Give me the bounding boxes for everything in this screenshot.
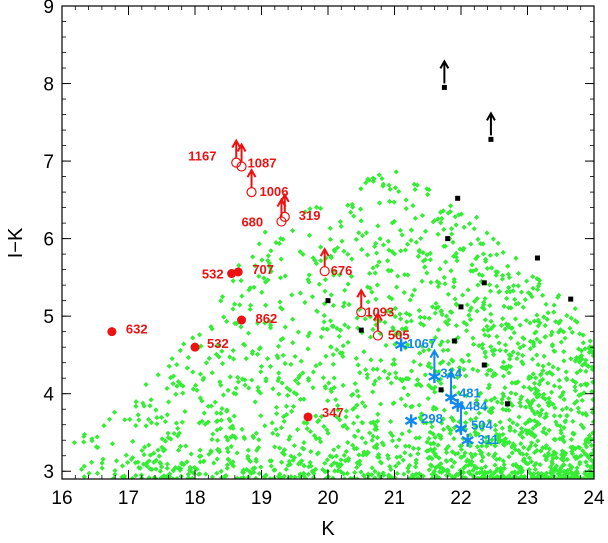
red-point-label: 862 bbox=[256, 311, 278, 326]
red-filled-point bbox=[233, 267, 243, 277]
black-square-point bbox=[358, 327, 364, 333]
x-tick-label: 24 bbox=[583, 488, 605, 509]
blue-star-point bbox=[454, 422, 468, 436]
black-square-point bbox=[458, 304, 464, 310]
limit-arrow-head bbox=[246, 168, 257, 178]
black-square-point bbox=[481, 362, 487, 368]
red-point-label: 1087 bbox=[248, 156, 277, 171]
red-upper-limit bbox=[231, 138, 242, 159]
y-tick-label: 9 bbox=[43, 0, 54, 18]
red-point-label: 676 bbox=[331, 263, 353, 278]
x-tick-label: 20 bbox=[317, 488, 338, 509]
y-axis-title: I−K bbox=[5, 227, 27, 258]
limit-arrow-head bbox=[231, 138, 242, 149]
red-open-point bbox=[279, 211, 290, 223]
black-upper-limit bbox=[486, 111, 496, 136]
red-point-label: 1167 bbox=[188, 149, 216, 164]
blue-point-label: 481 bbox=[459, 386, 481, 401]
red-open-point bbox=[372, 330, 383, 341]
black-square-point bbox=[481, 280, 487, 286]
black-square-point bbox=[488, 136, 494, 142]
blue-star-point bbox=[444, 391, 458, 405]
limit-arrow-head bbox=[439, 59, 450, 69]
red-upper-limit bbox=[236, 142, 247, 163]
blue-point-label: 504 bbox=[471, 418, 493, 433]
blue-star-point bbox=[394, 338, 408, 352]
limit-arrow-head bbox=[319, 247, 330, 257]
red-point-label: 319 bbox=[299, 208, 321, 223]
blue-star-point bbox=[404, 414, 418, 428]
axes: 16 17 18 19 20 21 22 23 24 3 4 5 6 7 8 9 bbox=[43, 0, 605, 509]
background-field-points bbox=[71, 169, 594, 479]
red-filled-point bbox=[303, 412, 313, 422]
red-upper-limit bbox=[279, 192, 290, 213]
blue-star-point bbox=[428, 370, 441, 384]
red-point-label: 1006 bbox=[260, 184, 289, 199]
black-square-point bbox=[445, 236, 451, 242]
y-tick-label: 8 bbox=[43, 75, 54, 96]
x-tick-label: 19 bbox=[251, 488, 272, 509]
red-point-label: 707 bbox=[252, 262, 274, 277]
field-point bbox=[71, 169, 594, 479]
blue-point-label: 1067 bbox=[407, 336, 436, 351]
black-square-point bbox=[451, 338, 457, 344]
red-point-label: 532 bbox=[202, 267, 224, 282]
limit-arrow-head bbox=[279, 192, 290, 203]
y-tick-label: 5 bbox=[43, 307, 54, 328]
x-tick-label: 23 bbox=[517, 488, 538, 509]
x-tick-label: 18 bbox=[184, 488, 205, 509]
black-square-point bbox=[534, 255, 540, 261]
blue-star-point bbox=[461, 433, 474, 447]
blue-point-label: 484 bbox=[466, 398, 488, 413]
red-upper-limit bbox=[373, 311, 383, 332]
blue-point-label: 314 bbox=[440, 366, 462, 381]
x-axis-title: K bbox=[321, 518, 335, 540]
red-open-point bbox=[246, 186, 257, 198]
black-square-point bbox=[441, 84, 447, 90]
black-square-point bbox=[325, 298, 331, 304]
y-tick-label: 4 bbox=[43, 385, 54, 406]
blue-upper-limit bbox=[429, 348, 440, 373]
red-filled-point bbox=[237, 315, 247, 325]
x-tick-label: 22 bbox=[450, 488, 471, 509]
red-point-label: 1093 bbox=[365, 304, 394, 319]
x-tick-label: 17 bbox=[118, 488, 139, 509]
red-upper-limit bbox=[246, 168, 257, 189]
blue-upper-limit bbox=[446, 369, 456, 394]
red-filled-point bbox=[107, 327, 117, 337]
red-upper-limit bbox=[319, 247, 330, 268]
black-square-point bbox=[455, 195, 461, 201]
limit-arrow-head bbox=[486, 111, 496, 121]
blue-point-label: 298 bbox=[421, 411, 443, 426]
y-tick-label: 7 bbox=[43, 152, 54, 173]
red-point-label: 505 bbox=[388, 328, 410, 343]
limit-arrow-head bbox=[446, 369, 456, 380]
blue-point-label: 311 bbox=[478, 432, 499, 447]
red-point-label: 347 bbox=[322, 405, 344, 420]
x-tick-label: 16 bbox=[51, 488, 72, 509]
limit-arrow-head bbox=[429, 348, 440, 359]
red-open-point bbox=[236, 161, 247, 172]
red-filled-point bbox=[190, 342, 200, 352]
red-point-label: 532 bbox=[207, 336, 229, 351]
red-open-point bbox=[319, 266, 330, 277]
y-tick-label: 6 bbox=[43, 230, 54, 251]
limit-arrow-head bbox=[236, 142, 247, 153]
blue-star-point bbox=[451, 398, 464, 412]
red-open-point bbox=[356, 307, 367, 318]
limit-arrow-head bbox=[373, 311, 383, 322]
y-tick-label: 3 bbox=[43, 462, 54, 483]
limit-arrow-head bbox=[356, 288, 367, 298]
black-upper-limit bbox=[439, 59, 450, 84]
red-point-label: 632 bbox=[126, 322, 148, 337]
black-square-point bbox=[505, 401, 511, 407]
black-square-point bbox=[438, 387, 444, 393]
black-square-point bbox=[568, 296, 574, 302]
highlighted-sources: 1167 1087 1006 680 319 676 1093 505 632 532 532 862… bbox=[107, 59, 574, 447]
red-point-label: 680 bbox=[241, 215, 263, 230]
x-tick-label: 21 bbox=[384, 488, 405, 509]
red-upper-limit bbox=[356, 288, 367, 309]
